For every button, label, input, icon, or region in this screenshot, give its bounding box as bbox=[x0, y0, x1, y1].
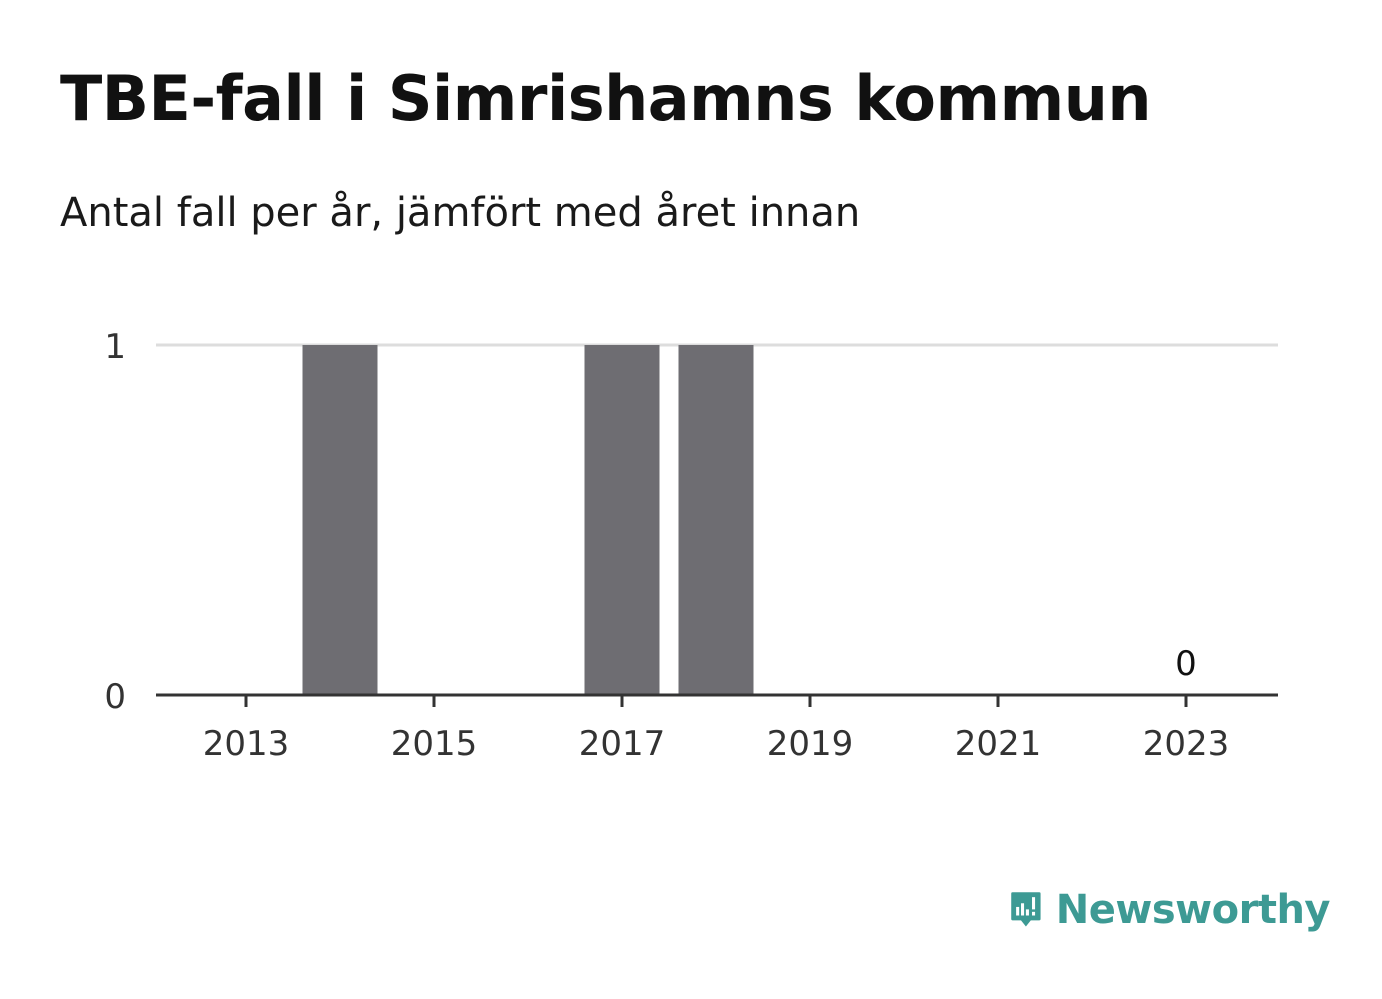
x-tick-label: 2015 bbox=[391, 724, 478, 764]
bar bbox=[678, 345, 754, 695]
data-label: 0 bbox=[1175, 644, 1197, 684]
newsworthy-logo-icon bbox=[1011, 892, 1041, 927]
bar bbox=[302, 345, 378, 695]
bar-chart: 0 1 2013 2015 2017 2019 2021 2023 0 bbox=[104, 327, 1278, 764]
x-tick-label: 2017 bbox=[579, 724, 666, 764]
bar bbox=[584, 345, 660, 695]
chart-title: TBE-fall i Simrishamns kommun bbox=[60, 62, 1151, 135]
chart-subtitle: Antal fall per år, jämfört med året inna… bbox=[60, 190, 861, 236]
y-tick-label: 1 bbox=[104, 327, 126, 367]
x-tick-label: 2021 bbox=[955, 724, 1042, 764]
y-tick-label: 0 bbox=[104, 677, 126, 717]
x-tick-label: 2019 bbox=[767, 724, 854, 764]
brand-name: Newsworthy bbox=[1055, 887, 1331, 933]
x-tick-label: 2013 bbox=[203, 724, 290, 764]
x-tick-label: 2023 bbox=[1143, 724, 1230, 764]
brand-logo: Newsworthy bbox=[1010, 878, 1331, 942]
